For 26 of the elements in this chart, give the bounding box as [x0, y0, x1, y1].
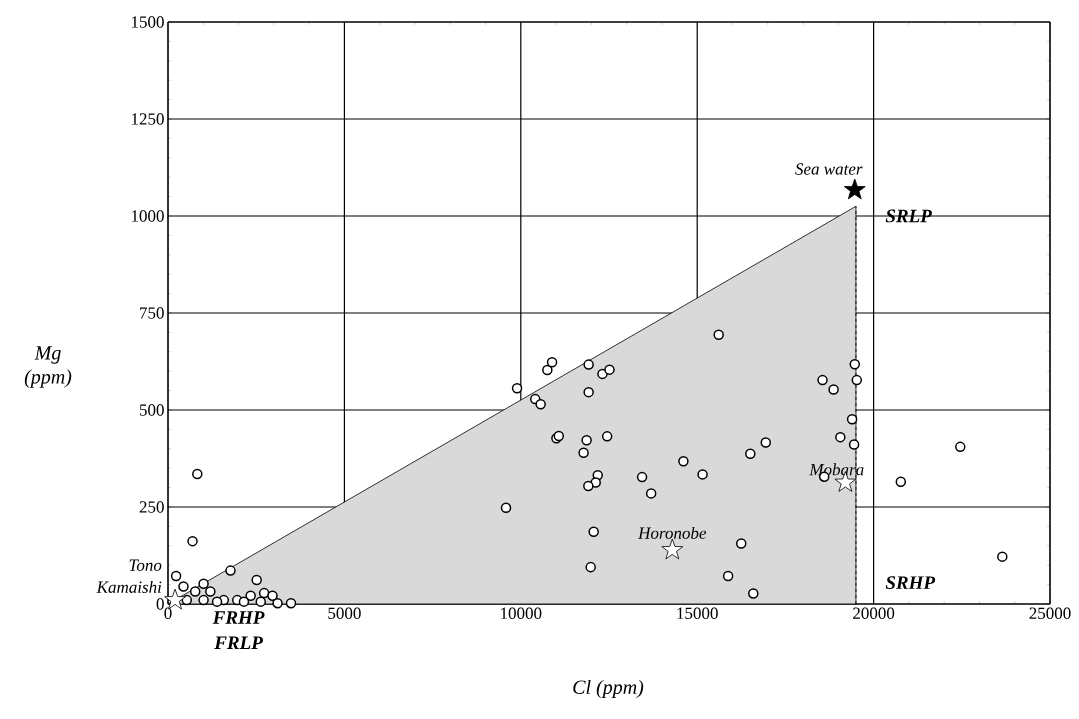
text: FRLP: [214, 636, 263, 650]
x-tick-label: 25000: [1029, 607, 1071, 619]
x-tick-label: 20000: [853, 607, 895, 619]
point: [661, 538, 684, 560]
y-tick-label: 750: [140, 307, 164, 319]
annotation: Horonobe: [637, 526, 707, 539]
x-tick-label: 5000: [328, 607, 361, 619]
x-tick-label: 0: [164, 607, 172, 619]
x-axis-title: Cl (ppm): [573, 679, 644, 699]
y-tick-label: 1250: [131, 113, 164, 125]
x-tick-label: 15000: [677, 607, 718, 619]
y-tick-label: 0: [156, 598, 164, 610]
annotation: SRLP: [885, 209, 932, 223]
annotation: Kamaishi: [96, 580, 162, 593]
y-axis-title: Mg (ppm): [24, 346, 72, 388]
annotation: Tono: [129, 559, 162, 571]
y-tick-label: 1500: [131, 16, 164, 28]
annotation: Mobara: [809, 463, 864, 476]
x-tick-label: 10000: [501, 607, 542, 619]
y-tick-label: 250: [139, 501, 164, 513]
point: [843, 178, 866, 200]
annotation: Sea water: [795, 163, 863, 175]
y-tick-label: 1000: [131, 210, 164, 222]
text: FRHP: [212, 611, 265, 624]
annotation: SRHP: [885, 576, 936, 590]
y-tick-label: 500: [139, 404, 164, 416]
